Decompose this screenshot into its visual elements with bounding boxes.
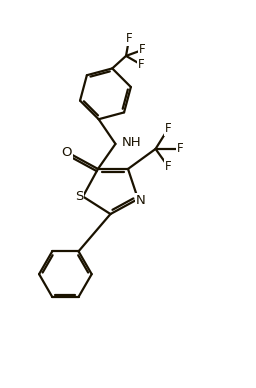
Text: F: F [165,160,171,173]
Text: F: F [139,43,146,56]
Text: F: F [126,32,132,45]
Text: F: F [177,142,184,156]
Text: S: S [75,190,83,203]
Text: N: N [136,194,145,207]
Text: NH: NH [122,136,141,149]
Text: O: O [61,146,72,159]
Text: F: F [165,122,171,135]
Text: F: F [138,58,145,71]
